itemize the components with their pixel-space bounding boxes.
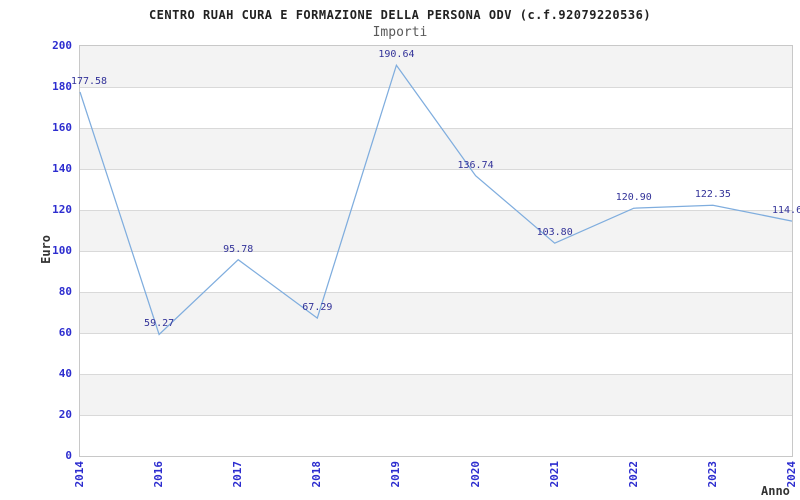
data-point-label: 103.80	[536, 227, 573, 239]
gridline	[80, 87, 792, 88]
gridline	[80, 210, 792, 211]
data-point-label: 67.29	[302, 302, 333, 314]
plot-band	[80, 374, 792, 415]
data-point-label: 59.27	[144, 318, 175, 330]
data-point-label: 95.78	[223, 243, 254, 255]
plot-band	[80, 251, 792, 292]
y-tick-label: 180	[52, 80, 72, 93]
chart-subtitle: Importi	[372, 25, 428, 40]
plot-band	[80, 333, 792, 374]
y-axis-title: Euro	[39, 235, 53, 264]
data-point-label: 120.90	[615, 192, 652, 204]
y-tick-label: 60	[58, 326, 72, 339]
data-point-label: 136.74	[457, 159, 494, 171]
plot-band	[80, 292, 792, 333]
data-point-label: 114.60	[772, 205, 800, 217]
y-tick-label: 20	[58, 408, 72, 421]
gridline	[80, 292, 792, 293]
x-tick-label: 2017	[231, 461, 245, 488]
x-tick-label: 2021	[547, 461, 561, 488]
gridline	[80, 169, 792, 170]
x-tick-label: 2018	[310, 461, 324, 488]
gridline	[80, 251, 792, 252]
x-tick-label: 2022	[626, 461, 640, 488]
plot-band	[80, 210, 792, 251]
x-tick-label: 2023	[705, 461, 719, 488]
plot-band	[80, 128, 792, 169]
data-point-label: 122.35	[694, 189, 731, 201]
x-tick-label: 2016	[152, 461, 166, 488]
gridline	[80, 374, 792, 375]
plot-band	[80, 169, 792, 210]
gridline	[80, 415, 792, 416]
y-tick-label: 100	[52, 244, 72, 257]
x-axis-title: Anno	[761, 484, 790, 498]
y-tick-label: 140	[52, 162, 72, 175]
x-tick-label: 2020	[468, 461, 482, 488]
gridline	[80, 333, 792, 334]
x-tick-label: 2014	[73, 461, 86, 488]
y-tick-label: 200	[52, 39, 72, 52]
plot-area	[79, 45, 793, 457]
data-point-label: 177.58	[70, 75, 108, 87]
chart-title: CENTRO RUAH CURA E FORMAZIONE DELLA PERS…	[148, 8, 652, 22]
y-tick-label: 120	[52, 203, 72, 216]
y-tick-label: 40	[58, 367, 72, 380]
data-point-label: 190.64	[378, 49, 415, 61]
y-tick-label: 0	[65, 449, 72, 462]
line-series	[79, 63, 793, 336]
line-series-svg	[79, 63, 793, 336]
y-tick-label: 160	[52, 121, 72, 134]
y-tick-label: 80	[58, 285, 72, 298]
plot-band	[80, 46, 792, 87]
x-tick-label: 2019	[389, 461, 403, 488]
plot-band	[80, 415, 792, 456]
gridline	[80, 128, 792, 129]
